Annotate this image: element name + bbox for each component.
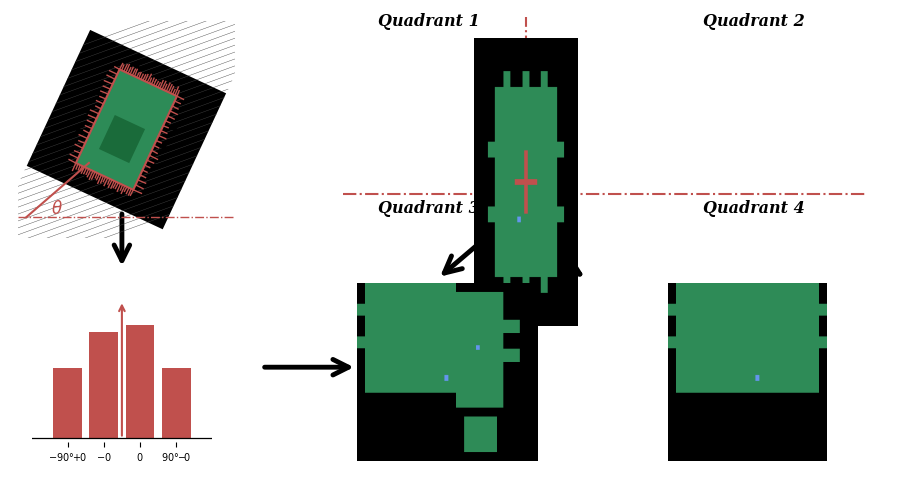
- Text: Quadrant 2: Quadrant 2: [703, 13, 804, 30]
- Text: Quadrant 3: Quadrant 3: [378, 200, 479, 217]
- Bar: [53, 368, 82, 438]
- Bar: [161, 368, 190, 438]
- Text: Quadrant 4: Quadrant 4: [703, 200, 804, 217]
- Polygon shape: [99, 115, 145, 163]
- Polygon shape: [27, 30, 226, 229]
- Bar: [125, 325, 154, 438]
- Polygon shape: [76, 70, 177, 190]
- Bar: [89, 332, 118, 438]
- Text: $\theta$: $\theta$: [51, 200, 63, 218]
- Text: Quadrant 1: Quadrant 1: [378, 13, 479, 30]
